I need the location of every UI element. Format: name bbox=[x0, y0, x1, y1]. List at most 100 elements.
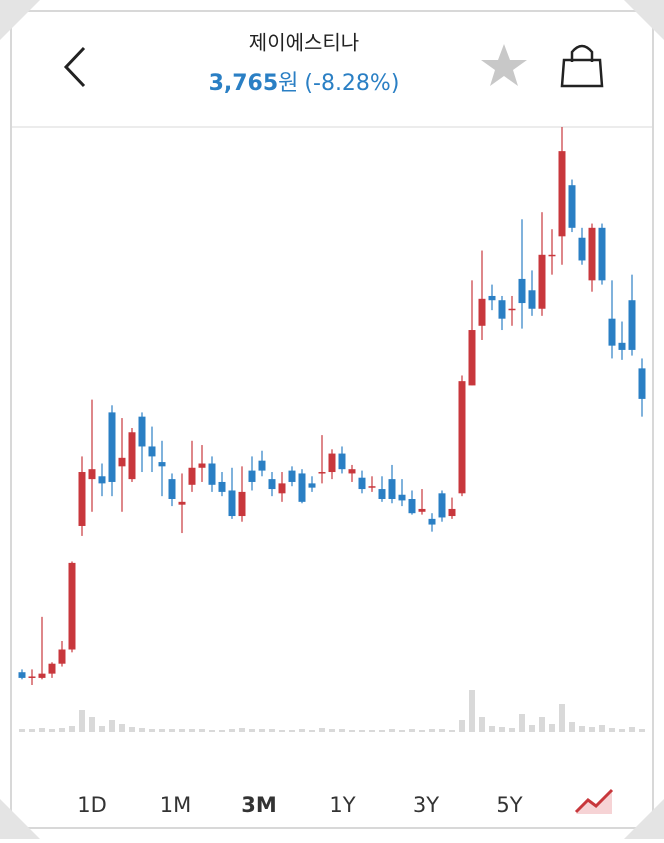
currency: 원 bbox=[278, 71, 298, 96]
volume-bar bbox=[639, 729, 645, 732]
candle-body bbox=[218, 481, 226, 492]
volume-bar bbox=[339, 729, 345, 732]
candle-body bbox=[158, 462, 166, 467]
volume-bar bbox=[399, 730, 405, 732]
candle-body bbox=[368, 486, 376, 488]
volume-bar bbox=[39, 728, 45, 732]
candle-body bbox=[108, 412, 116, 482]
volume-bar bbox=[289, 730, 295, 732]
cart-button[interactable] bbox=[560, 44, 604, 88]
candle-body bbox=[518, 278, 526, 304]
candle-body bbox=[428, 518, 436, 525]
volume-bar bbox=[609, 728, 615, 732]
volume-bar bbox=[29, 729, 35, 732]
candle-body bbox=[438, 493, 446, 518]
volume-bar bbox=[549, 724, 555, 732]
volume-bar bbox=[199, 729, 205, 732]
candle-body bbox=[228, 490, 236, 517]
volume-bar bbox=[359, 730, 365, 732]
candle-body bbox=[178, 501, 186, 505]
back-button[interactable] bbox=[63, 46, 86, 88]
candle-body bbox=[448, 508, 456, 517]
candle-body bbox=[148, 446, 156, 457]
corner bbox=[624, 0, 664, 40]
volume-bar bbox=[379, 730, 385, 732]
volume-bar bbox=[149, 729, 155, 732]
candle-body bbox=[118, 457, 126, 467]
volume-bar bbox=[229, 729, 235, 732]
volume-bar bbox=[569, 722, 575, 732]
corner bbox=[0, 0, 40, 40]
candle-body bbox=[258, 460, 266, 471]
bag-body bbox=[560, 58, 604, 88]
candle-body bbox=[88, 469, 96, 480]
candle-body bbox=[398, 494, 406, 501]
volume-bar bbox=[369, 730, 375, 732]
period-tabs: 1D 1M 3M 1Y 3Y 5Y bbox=[77, 793, 523, 817]
favorite-star[interactable] bbox=[481, 44, 527, 86]
volume-bar bbox=[529, 725, 535, 732]
candle-body bbox=[78, 472, 86, 526]
volume-bar bbox=[169, 729, 175, 732]
volume-bar bbox=[459, 720, 465, 732]
volume-bar bbox=[189, 729, 195, 732]
chart-icon-fill bbox=[576, 792, 612, 814]
volume-bar bbox=[139, 728, 145, 732]
candle-body bbox=[68, 562, 76, 650]
candle-body bbox=[48, 663, 56, 674]
volume-bar bbox=[49, 729, 55, 732]
volume-bar bbox=[469, 690, 475, 732]
candle-body bbox=[618, 342, 626, 350]
corner bbox=[0, 799, 40, 839]
volume-bar bbox=[519, 714, 525, 732]
volume-bar bbox=[89, 717, 95, 732]
volume-bar bbox=[579, 726, 585, 732]
period-tab[interactable]: 5Y bbox=[496, 793, 522, 817]
candle-body bbox=[588, 227, 596, 281]
candle-body bbox=[278, 483, 286, 494]
change: (-8.28%) bbox=[304, 71, 399, 96]
candle-body bbox=[298, 473, 306, 502]
period-tab[interactable]: 1M bbox=[160, 793, 191, 817]
period-tab[interactable]: 3M bbox=[241, 793, 277, 817]
volume-bar bbox=[449, 730, 455, 732]
bag-handle bbox=[570, 44, 594, 62]
candle-body bbox=[468, 330, 476, 386]
stock-name: 제이에스티나 bbox=[249, 31, 359, 55]
candle-body bbox=[378, 489, 386, 499]
candle-body bbox=[568, 185, 576, 228]
candle-body bbox=[628, 300, 636, 350]
candle-body bbox=[188, 467, 196, 485]
chart-icon-line bbox=[574, 788, 614, 814]
frame bbox=[10, 10, 654, 829]
candle-body bbox=[598, 227, 606, 281]
period-tab[interactable]: 1Y bbox=[329, 793, 355, 817]
candle-body bbox=[28, 676, 36, 678]
period-tab[interactable]: 1D bbox=[77, 793, 107, 817]
volume-bar bbox=[409, 729, 415, 732]
volume-bar bbox=[279, 730, 285, 732]
volume-bar bbox=[239, 728, 245, 732]
volume-bar bbox=[629, 727, 635, 732]
volume-bar bbox=[319, 728, 325, 732]
candle-body bbox=[308, 483, 316, 488]
candle-body bbox=[578, 237, 586, 261]
volume-bar bbox=[159, 729, 165, 732]
candle-body bbox=[638, 368, 646, 399]
candlestick-chart bbox=[18, 127, 646, 732]
period-tab[interactable]: 3Y bbox=[413, 793, 439, 817]
candle-body bbox=[348, 469, 356, 474]
volume-bar bbox=[309, 730, 315, 732]
price: 3,765 bbox=[209, 71, 279, 96]
candle-body bbox=[538, 254, 546, 309]
candle-body bbox=[528, 290, 536, 309]
candle-body bbox=[128, 432, 136, 480]
candle-body bbox=[358, 477, 366, 490]
volume-bar bbox=[329, 729, 335, 732]
chart-type-button[interactable] bbox=[574, 788, 614, 814]
candle-body bbox=[98, 476, 106, 484]
volume-bar bbox=[299, 729, 305, 732]
corner bbox=[624, 799, 664, 839]
price-line: 3,765원 (-8.28%) bbox=[209, 71, 400, 96]
volume-bar bbox=[269, 729, 275, 732]
